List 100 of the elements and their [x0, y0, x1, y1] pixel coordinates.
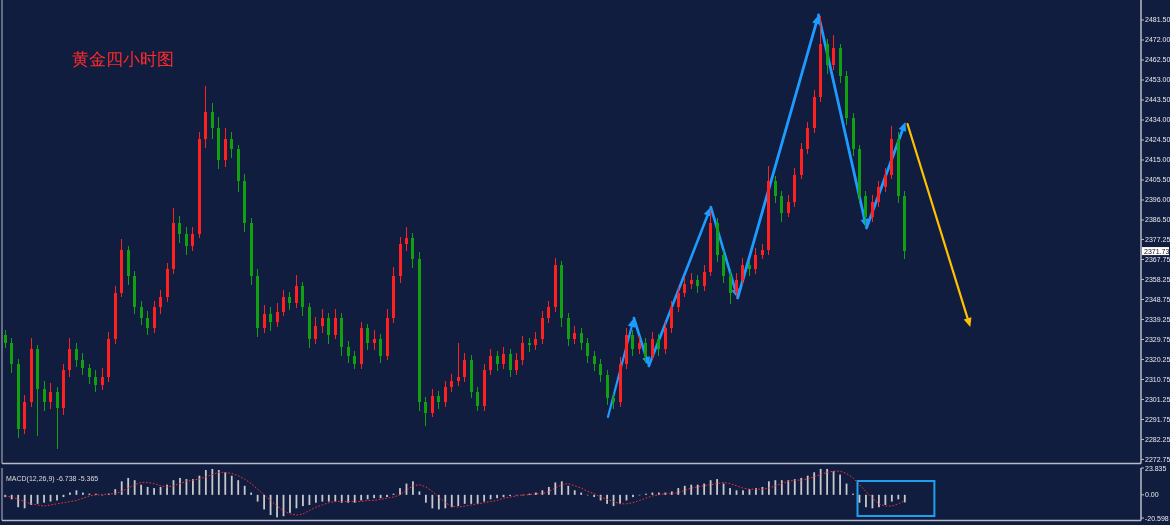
candlestick — [793, 167, 796, 208]
candlestick — [133, 270, 136, 315]
candlestick — [871, 194, 874, 223]
candlestick — [489, 348, 492, 376]
candlestick — [644, 337, 647, 364]
candlestick — [107, 331, 110, 383]
candlestick — [424, 396, 427, 427]
candlestick — [567, 312, 570, 347]
candlestick — [411, 232, 414, 269]
candlestick — [677, 285, 680, 313]
candlestick — [347, 339, 350, 364]
candlestick — [521, 335, 524, 366]
candlestick — [787, 194, 790, 219]
candlestick — [366, 322, 369, 351]
text: 黄金四小时图 — [72, 50, 174, 69]
candlestick — [741, 257, 744, 286]
candlestick — [282, 289, 285, 317]
candlestick — [631, 329, 634, 357]
candlestick — [800, 141, 803, 181]
candlestick — [4, 329, 7, 349]
candlestick — [690, 272, 693, 290]
candlestick — [534, 331, 537, 351]
candlestick — [852, 112, 855, 157]
candlestick — [457, 341, 460, 387]
candlestick — [263, 304, 266, 334]
candlestick — [166, 261, 169, 303]
candlestick — [864, 190, 867, 227]
candlestick — [509, 348, 512, 378]
candlestick — [437, 390, 440, 410]
candlestick — [496, 350, 499, 372]
candlestick — [528, 337, 531, 353]
candlestick — [580, 327, 583, 351]
candlestick — [877, 179, 880, 208]
candlestick — [476, 386, 479, 412]
candlestick — [191, 226, 194, 252]
candlestick — [301, 280, 304, 317]
candlestick — [502, 346, 505, 370]
candlestick — [761, 242, 764, 261]
candlestick — [56, 386, 59, 450]
candlestick — [729, 270, 732, 305]
candlestick — [88, 362, 91, 385]
candlestick — [806, 120, 809, 155]
candlestick — [269, 306, 272, 332]
candlestick — [722, 249, 725, 284]
candlestick — [463, 352, 466, 383]
candlestick — [295, 274, 298, 309]
candlestick — [612, 392, 615, 410]
candlestick — [670, 299, 673, 334]
candlestick — [638, 335, 641, 355]
candlestick — [832, 34, 835, 71]
candlestick — [573, 325, 576, 345]
candlestick — [826, 38, 829, 75]
candlestick — [839, 43, 842, 84]
candlestick — [49, 381, 52, 410]
candlestick — [178, 215, 181, 244]
candlestick — [230, 131, 233, 160]
candlestick — [541, 310, 544, 345]
candlestick — [224, 127, 227, 168]
candlestick — [75, 341, 78, 368]
candlestick — [606, 369, 609, 406]
candlestick — [703, 264, 706, 292]
candlestick — [586, 337, 589, 364]
candlestick — [276, 301, 279, 328]
candlestick — [683, 276, 686, 299]
candlestick — [101, 367, 104, 391]
candlestick — [450, 373, 453, 393]
candlestick — [515, 352, 518, 376]
candlestick — [664, 320, 667, 355]
candlestick — [327, 312, 330, 345]
candlestick — [547, 299, 550, 324]
candlestick — [185, 226, 188, 256]
candlestick — [754, 247, 757, 275]
candlestick — [217, 116, 220, 170]
candlestick — [353, 350, 356, 370]
candlestick — [140, 299, 143, 326]
candlestick — [204, 85, 207, 149]
candlestick — [651, 331, 654, 362]
candlestick — [43, 379, 46, 412]
candlestick — [10, 337, 13, 374]
candlestick — [774, 175, 777, 204]
candlestick — [813, 89, 816, 134]
candlestick — [153, 299, 156, 334]
candlestick — [890, 125, 893, 181]
candlestick — [81, 352, 84, 376]
candlestick — [819, 15, 822, 103]
candlestick — [288, 291, 291, 311]
candlestick — [146, 310, 149, 336]
candlestick — [314, 316, 317, 345]
candlestick — [334, 308, 337, 341]
candlestick — [405, 226, 408, 252]
candlestick — [748, 259, 751, 277]
candlestick — [399, 236, 402, 284]
candlestick — [237, 144, 240, 193]
candlestick — [211, 101, 214, 141]
candlestick — [593, 350, 596, 372]
candlestick — [94, 369, 97, 393]
candlestick — [373, 329, 376, 351]
candlestick — [884, 167, 887, 193]
candlestick — [780, 190, 783, 223]
candlestick — [36, 344, 39, 437]
